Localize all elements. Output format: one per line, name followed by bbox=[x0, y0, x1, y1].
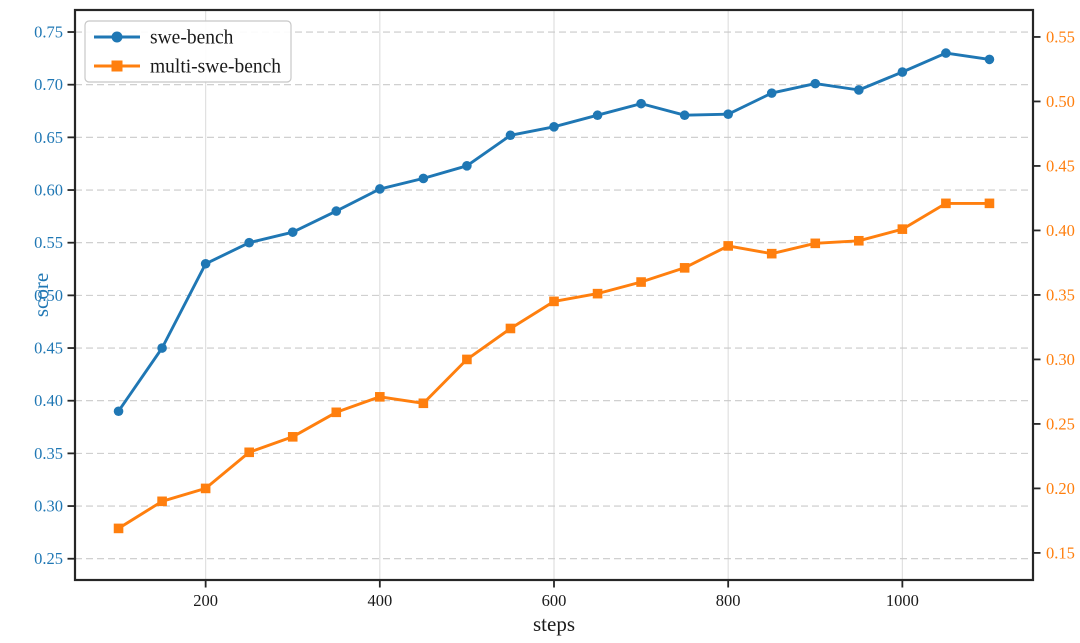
series-swe-bench-marker bbox=[157, 343, 167, 353]
series-swe-bench-marker bbox=[592, 110, 603, 121]
series-swe-bench-marker bbox=[854, 85, 864, 95]
series-swe-bench-marker bbox=[287, 227, 298, 237]
series-swe-bench-marker bbox=[679, 110, 690, 121]
series-swe-bench-marker bbox=[766, 88, 777, 98]
series-swe-bench-marker bbox=[941, 48, 951, 58]
left-tick-label: 0.55 bbox=[34, 233, 63, 252]
plot-border bbox=[73, 8, 1035, 582]
series-multi-swe-bench-marker bbox=[157, 496, 167, 507]
right-tick-label: 0.55 bbox=[1046, 27, 1075, 46]
x-tick-label: 200 bbox=[193, 591, 218, 610]
left-tick-label: 0.35 bbox=[34, 444, 63, 463]
right-tick-label: 0.40 bbox=[1046, 221, 1075, 240]
series-multi-swe-bench-marker bbox=[636, 277, 646, 287]
right-tick-label: 0.50 bbox=[1046, 92, 1075, 111]
left-tick-label: 0.30 bbox=[34, 497, 63, 516]
x-axis-label: steps bbox=[533, 612, 575, 636]
series-swe-bench-marker bbox=[462, 160, 472, 171]
left-tick-label: 0.45 bbox=[34, 339, 63, 358]
series-swe-bench-marker bbox=[375, 184, 385, 194]
legend-label-swe-bench: swe-bench bbox=[150, 28, 234, 49]
series-swe-bench-marker bbox=[636, 98, 646, 109]
series-multi-swe-bench-marker bbox=[462, 354, 472, 365]
series-multi-swe-bench-marker bbox=[984, 198, 995, 209]
series-swe-bench-marker bbox=[113, 406, 124, 417]
series-multi-swe-bench-marker bbox=[766, 248, 777, 259]
x-tick-label: 600 bbox=[542, 591, 567, 610]
series-swe-bench-marker bbox=[505, 130, 516, 141]
left-tick-label: 0.40 bbox=[34, 391, 63, 410]
series-multi-swe-bench-marker bbox=[200, 483, 211, 494]
right-tick-label: 0.20 bbox=[1046, 479, 1075, 498]
x-tick-label: 1000 bbox=[886, 591, 919, 610]
series-multi-swe-bench-marker bbox=[505, 323, 516, 334]
series-multi-swe-bench-marker bbox=[810, 238, 821, 249]
series-swe-bench-marker bbox=[723, 109, 733, 119]
series-swe-bench-marker bbox=[200, 258, 211, 269]
right-tick-label: 0.25 bbox=[1046, 414, 1075, 433]
x-tick-label: 400 bbox=[367, 591, 392, 610]
series-multi-swe-bench-marker bbox=[854, 235, 864, 246]
right-tick-label: 0.35 bbox=[1046, 285, 1075, 304]
series-swe-bench-marker bbox=[984, 54, 995, 65]
left-tick-label: 0.70 bbox=[34, 75, 63, 94]
series-swe-bench-marker bbox=[897, 67, 908, 77]
right-tick-label: 0.30 bbox=[1046, 350, 1075, 369]
legend-circle-marker-icon bbox=[111, 31, 123, 43]
series-multi-swe-bench-marker bbox=[287, 432, 298, 442]
series-swe-bench-marker bbox=[810, 78, 821, 89]
series-swe-bench-marker bbox=[418, 173, 429, 184]
series-swe-bench-marker bbox=[549, 122, 559, 132]
x-tick-label: 800 bbox=[716, 591, 741, 610]
legend-square-marker-icon bbox=[111, 60, 123, 72]
right-tick-label: 0.15 bbox=[1046, 543, 1075, 562]
series-multi-swe-bench-marker bbox=[244, 447, 254, 458]
series-multi-swe-bench-marker bbox=[679, 263, 690, 273]
series-swe-bench-marker bbox=[244, 237, 254, 248]
series-swe-bench-marker bbox=[331, 206, 342, 216]
left-tick-label: 0.25 bbox=[34, 549, 63, 568]
series-multi-swe-bench-marker bbox=[941, 198, 951, 209]
legend-label-multi-swe-bench: multi-swe-bench bbox=[150, 57, 281, 78]
series-multi-swe-bench-marker bbox=[418, 398, 429, 409]
left-tick-label: 0.50 bbox=[34, 286, 63, 305]
series-multi-swe-bench-marker bbox=[331, 407, 342, 418]
y-axis-label: score bbox=[29, 273, 53, 317]
series-multi-swe-bench-marker bbox=[549, 296, 559, 307]
series-multi-swe-bench-marker bbox=[113, 523, 124, 534]
series-multi-swe-bench-marker bbox=[897, 224, 908, 234]
left-tick-label: 0.60 bbox=[34, 181, 63, 200]
series-multi-swe-bench-marker bbox=[375, 392, 385, 402]
right-tick-label: 0.45 bbox=[1046, 156, 1075, 175]
left-tick-label: 0.65 bbox=[34, 128, 63, 147]
series-multi-swe-bench-marker bbox=[723, 241, 733, 251]
left-tick-label: 0.75 bbox=[34, 23, 63, 42]
series-multi-swe-bench-marker bbox=[592, 288, 603, 299]
